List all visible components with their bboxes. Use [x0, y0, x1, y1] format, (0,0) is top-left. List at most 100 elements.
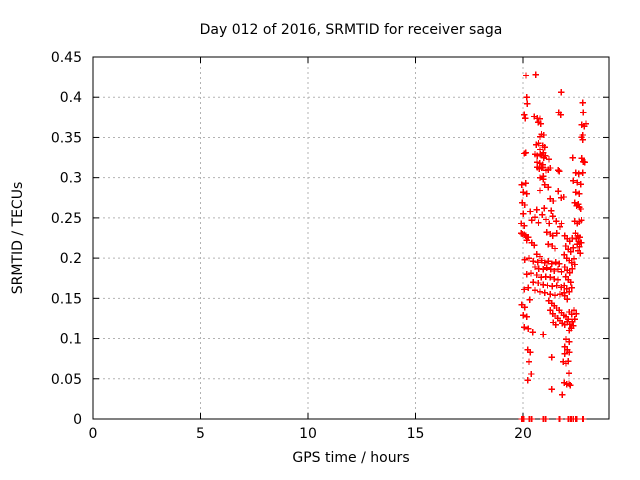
data-point-plus	[570, 307, 578, 314]
data-point-plus	[540, 266, 547, 273]
data-point-plus	[522, 180, 529, 187]
x-axis-label: GPS time / hours	[292, 450, 409, 466]
data-point-plus	[553, 229, 560, 237]
data-point-plus	[579, 99, 586, 107]
data-point-plus	[535, 279, 542, 287]
data-point-plus	[525, 284, 532, 292]
data-point-plus	[581, 159, 589, 166]
data-point-plus	[547, 207, 555, 214]
y-tick-label: 0.2	[60, 251, 82, 267]
data-point-plus	[543, 264, 550, 271]
data-point-plus	[531, 263, 539, 271]
data-point-plus	[550, 275, 558, 283]
data-point-plus	[521, 201, 529, 209]
data-point-plus	[520, 210, 527, 218]
data-point-plus	[536, 174, 544, 181]
data-point-plus	[566, 238, 574, 245]
y-tick-label: 0	[73, 412, 82, 428]
data-point-plus	[533, 271, 540, 279]
data-point-plus	[576, 243, 583, 251]
data-point-plus	[580, 415, 587, 423]
data-point-plus	[539, 211, 546, 218]
data-point-plus	[545, 184, 552, 191]
data-point-plus	[567, 382, 574, 389]
data-point-plus	[570, 177, 577, 185]
data-point-plus	[565, 357, 572, 365]
data-point-plus	[568, 311, 575, 318]
data-point-plus	[546, 195, 554, 202]
data-point-plus	[541, 259, 549, 267]
data-point-plus	[562, 273, 569, 280]
data-point-plus	[527, 270, 535, 277]
data-point-plus	[545, 258, 552, 265]
data-point-plus	[577, 180, 584, 188]
data-point-plus	[546, 274, 554, 281]
data-point-plus	[518, 301, 525, 308]
data-point-plus	[562, 242, 569, 250]
data-point-plus	[561, 343, 569, 350]
data-point-plus	[535, 219, 542, 226]
data-point-plus	[518, 181, 526, 189]
y-tick-label: 0.45	[51, 50, 82, 66]
y-tick-label: 0.05	[51, 372, 82, 388]
data-point-plus	[523, 190, 531, 197]
data-point-plus	[520, 312, 527, 319]
data-point-plus	[561, 350, 569, 358]
data-point-plus	[537, 151, 544, 158]
data-point-plus	[568, 259, 575, 267]
data-points	[517, 71, 590, 423]
data-point-plus	[521, 286, 528, 293]
data-point-plus	[552, 258, 559, 266]
data-point-plus	[562, 336, 570, 343]
data-point-plus	[564, 295, 571, 303]
data-point-plus	[536, 253, 544, 260]
data-point-plus	[557, 89, 565, 96]
data-point-plus	[541, 143, 549, 151]
data-point-plus	[524, 377, 531, 384]
data-point-plus	[525, 358, 533, 366]
data-point-plus	[527, 370, 535, 378]
data-point-plus	[521, 111, 528, 119]
data-point-plus	[556, 291, 564, 298]
data-point-plus	[568, 284, 575, 292]
gridlines	[93, 57, 609, 419]
data-point-plus	[551, 291, 559, 299]
data-point-plus	[537, 274, 545, 281]
data-point-plus	[540, 331, 547, 338]
data-point-plus	[525, 325, 532, 333]
data-point-plus	[549, 283, 556, 290]
y-axis-label: SRMTID / TECUs	[10, 182, 26, 295]
data-point-plus	[567, 248, 574, 255]
data-point-plus	[533, 250, 540, 258]
data-point-plus	[523, 237, 531, 244]
data-point-plus	[520, 188, 527, 196]
data-point-plus	[535, 265, 543, 272]
data-point-plus	[546, 307, 554, 314]
axis-ticks	[92, 56, 609, 420]
data-point-plus	[536, 288, 544, 296]
data-point-plus	[537, 120, 544, 127]
data-point-plus	[546, 220, 553, 227]
data-point-plus	[556, 168, 563, 175]
data-point-plus	[540, 281, 547, 288]
data-point-plus	[540, 176, 547, 183]
data-point-plus	[563, 285, 570, 292]
data-point-plus	[522, 114, 529, 122]
data-point-plus	[577, 239, 585, 247]
y-tick-label: 0.4	[60, 90, 82, 106]
data-point-plus	[546, 291, 554, 298]
data-point-plus	[557, 111, 565, 119]
x-tick-label: 15	[407, 426, 425, 442]
data-point-plus	[522, 149, 529, 156]
data-point-plus	[553, 282, 560, 289]
data-point-plus	[579, 169, 586, 177]
x-tick-label: 20	[514, 426, 532, 442]
data-point-plus	[550, 267, 558, 275]
data-point-plus	[573, 310, 580, 317]
data-point-plus	[556, 415, 564, 423]
data-point-plus	[547, 266, 554, 273]
data-point-plus	[544, 282, 551, 289]
data-point-plus	[561, 251, 568, 259]
data-point-plus	[580, 109, 587, 116]
data-point-plus	[575, 170, 583, 177]
